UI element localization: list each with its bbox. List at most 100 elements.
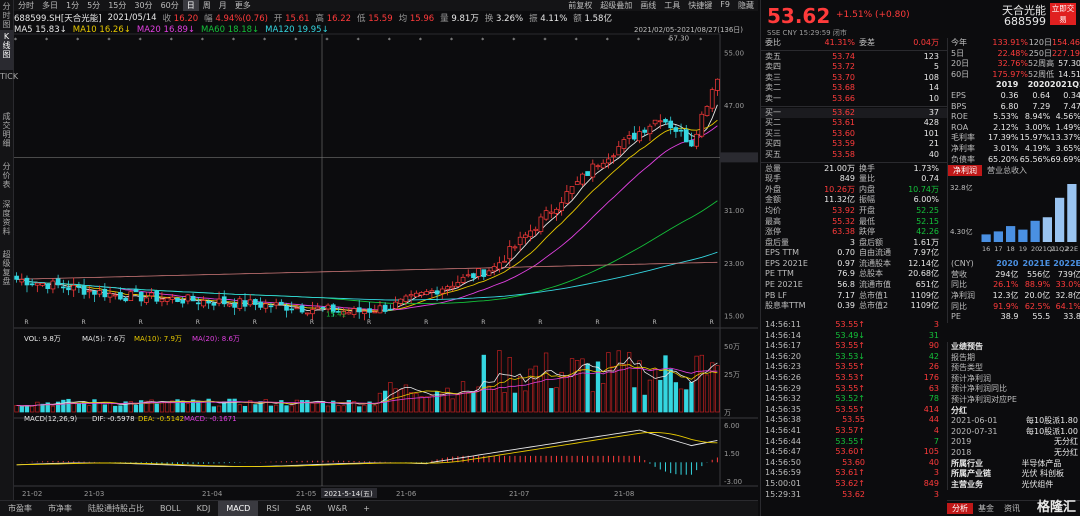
draw-button[interactable]: 画线 <box>640 1 657 10</box>
hide-button[interactable]: 隐藏 <box>738 1 754 10</box>
period-5min[interactable]: 5分 <box>87 1 101 10</box>
tab-wr[interactable]: W&R <box>327 503 348 513</box>
side-tab-tick[interactable]: TICK <box>0 72 19 81</box>
ask-row[interactable]: 卖一 53.66 10 <box>761 94 947 105</box>
period-30min[interactable]: 30分 <box>134 1 153 10</box>
trade-now-button[interactable]: 立即交易 <box>1050 3 1076 25</box>
stat-label: 金额 <box>765 195 781 205</box>
forecast-item: 预告类型 <box>951 363 983 373</box>
period-month[interactable]: 月 <box>218 1 227 10</box>
side-tab-timeshare[interactable]: 分时图 <box>2 2 11 29</box>
period-60min[interactable]: 60分 <box>160 1 179 10</box>
tab-news[interactable]: 资讯 <box>1004 504 1020 513</box>
period-multiday[interactable]: 多日 <box>42 1 58 10</box>
candle-body <box>569 186 575 194</box>
volume-bar <box>689 381 694 413</box>
volume-bar <box>408 392 414 413</box>
volume-bar <box>388 382 393 413</box>
ask-row[interactable]: 卖四 53.72 5 <box>761 62 947 73</box>
period-15min[interactable]: 15分 <box>108 1 127 10</box>
event-star: * <box>388 37 391 44</box>
stat-value: 0.70 <box>837 248 855 258</box>
kline-chart-area[interactable]: 55.0047.0039.0431.0023.0015.002021/02/05… <box>14 0 758 500</box>
candle-body <box>133 288 139 293</box>
period-1min[interactable]: 1分 <box>66 1 80 10</box>
tools-button[interactable]: 工具 <box>664 1 681 10</box>
tab-analysis[interactable]: 分析 <box>947 503 973 514</box>
tick-volume: 42 <box>928 351 939 361</box>
tab-fund[interactable]: 基金 <box>978 504 994 513</box>
fin-value: 15.97% <box>1019 133 1051 143</box>
volume-bar <box>647 379 653 413</box>
tick-time: 14:56:17 <box>765 341 801 351</box>
ask-volume: 108 <box>923 72 939 82</box>
tab-rsi[interactable]: RSI <box>266 503 280 513</box>
period-timeshare[interactable]: 分时 <box>18 1 34 10</box>
candle-body <box>362 310 367 315</box>
f9-button[interactable]: F9 <box>720 0 730 9</box>
open-value: 15.61 <box>285 13 310 24</box>
candle-body <box>341 310 346 315</box>
period-day[interactable]: 日 <box>182 0 199 11</box>
fcst-value: 55.5 <box>1032 312 1051 322</box>
volume-bar <box>61 399 66 413</box>
candle-body <box>351 308 357 315</box>
side-tab-kline[interactable]: K线图 <box>0 30 13 70</box>
period-more[interactable]: 更多 <box>234 1 251 10</box>
tick-volume: 90 <box>928 341 939 351</box>
candle-body <box>55 278 61 286</box>
perf-label: 今年 <box>951 38 967 47</box>
tab-sar[interactable]: SAR <box>295 503 312 513</box>
bid-row[interactable]: 买一 53.62 37 <box>761 107 947 119</box>
side-tab-detail[interactable]: 成交明细 <box>2 112 11 148</box>
tick-time: 14:56:47 <box>765 447 801 457</box>
tab-net-profit[interactable]: 净利润 <box>948 165 982 177</box>
volume-bar <box>419 396 424 413</box>
fuquan-button[interactable]: 前复权 <box>568 1 593 10</box>
bid-row[interactable]: 买三 53.60 101 <box>761 129 947 140</box>
side-tab-pricetable[interactable]: 分价表 <box>2 162 11 189</box>
fcst-label: 净利润 <box>951 290 975 300</box>
event-star: * <box>294 37 297 44</box>
overlay-button[interactable]: 超级叠加 <box>600 1 633 10</box>
stat-label2: 总市值2 <box>859 301 889 311</box>
ask-spacer <box>855 52 895 63</box>
ask-row[interactable]: 卖二 53.68 14 <box>761 83 947 94</box>
bid-row[interactable]: 买二 53.61 428 <box>761 118 947 129</box>
volume-bar <box>263 399 268 413</box>
volume-bar <box>320 401 326 413</box>
tab-boll[interactable]: BOLL <box>160 503 181 513</box>
tab-add[interactable]: + <box>363 503 370 513</box>
side-tab-depth[interactable]: 深度资料 <box>2 200 11 236</box>
candle-body <box>455 282 461 287</box>
stat-row: 股息率TTM 0.39 总市值2 1109亿 <box>761 301 947 312</box>
tab-hk-holding[interactable]: 陆股通持股占比 <box>88 503 144 513</box>
profit-bar <box>1042 217 1052 243</box>
tab-pe[interactable]: 市盈率 <box>8 503 32 513</box>
bid-label: 买三 <box>765 128 781 138</box>
bid-row[interactable]: 买五 53.58 40 <box>761 150 947 161</box>
ask-row[interactable]: 卖五 53.74 123 <box>761 52 947 63</box>
ask-row[interactable]: 卖三 53.70 108 <box>761 73 947 84</box>
macd-dea: DEA: -0.5142 <box>138 415 184 423</box>
stock-name: 天合光能 <box>1002 4 1046 17</box>
volume-bar <box>466 392 471 413</box>
tab-pb[interactable]: 市净率 <box>48 503 72 513</box>
side-tab-replay[interactable]: 超级复盘 <box>2 250 11 286</box>
fcst-header: (CNY) 2020 2021E 2022E <box>948 259 1080 270</box>
shortcut-button[interactable]: 快捷键 <box>688 1 713 10</box>
candle-body <box>460 276 466 283</box>
tab-macd[interactable]: MACD <box>218 500 259 516</box>
turn-value: 3.26% <box>496 13 524 24</box>
candle-body <box>190 295 196 302</box>
period-week[interactable]: 周 <box>202 1 211 10</box>
tab-kdj[interactable]: KDJ <box>196 503 211 513</box>
chg-value: 4.94%(0.76) <box>215 13 268 24</box>
stat-value: 55.32 <box>832 216 855 226</box>
volume-bar <box>71 403 76 413</box>
volume-bar <box>66 398 71 413</box>
fcst-value: 91.9% <box>993 301 1019 311</box>
bar-label: 22E <box>1066 245 1078 253</box>
bid-row[interactable]: 买四 53.59 21 <box>761 139 947 150</box>
tab-revenue[interactable]: 营业总收入 <box>987 166 1027 176</box>
